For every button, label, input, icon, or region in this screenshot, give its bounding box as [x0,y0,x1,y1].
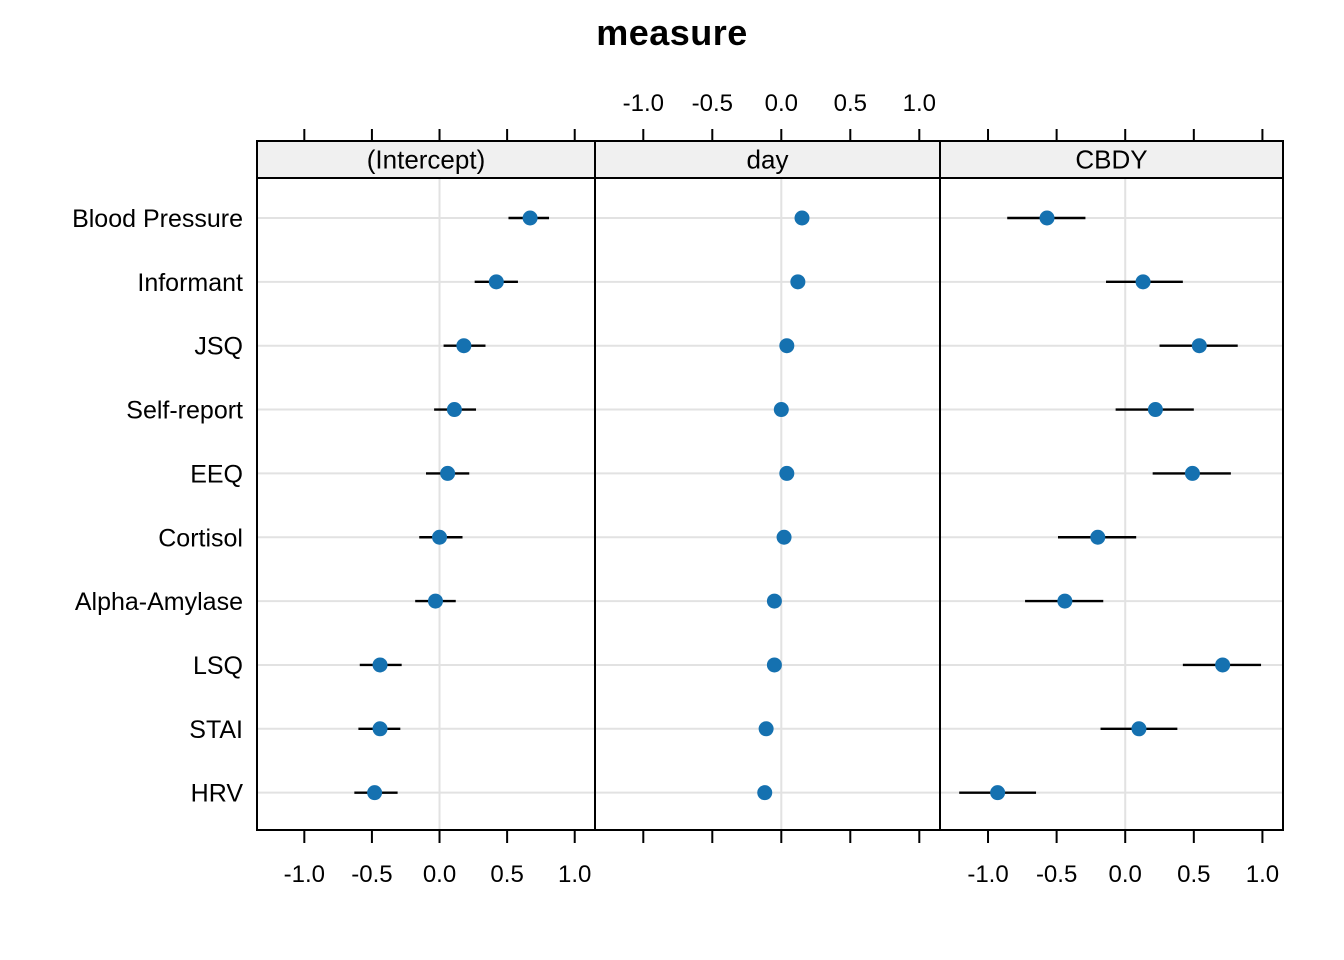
x-tick-label-bottom: -0.5 [351,861,392,888]
x-tick-label-bottom: 0.0 [1109,861,1142,888]
x-tick-label-bottom: 0.0 [423,861,456,888]
estimate-point-day [766,593,782,609]
y-axis-label-alpha-amylase: Alpha-Amylase [75,588,243,616]
estimate-point-(Intercept) [446,402,462,418]
strip-label-(Intercept): (Intercept) [367,145,486,175]
estimate-point-CBDY [990,785,1006,801]
panel-border-3 [939,177,1284,831]
panel-background-2 [595,178,940,830]
x-tick-label-bottom: -1.0 [284,861,325,888]
estimate-point-(Intercept) [522,210,538,226]
strip-label-day: day [747,145,789,175]
x-tick-label-top: -1.0 [623,90,664,117]
estimate-point-(Intercept) [488,274,504,290]
y-axis-label-blood-pressure: Blood Pressure [72,205,243,233]
estimate-point-CBDY [1215,657,1231,673]
estimate-point-day [758,721,774,737]
estimate-point-day [776,529,792,545]
estimate-point-(Intercept) [432,529,448,545]
estimate-point-CBDY [1090,529,1106,545]
strip-header-CBDY [939,140,1284,179]
chart-title: measure [596,12,748,53]
estimate-point-day [779,465,795,481]
estimate-point-(Intercept) [427,593,443,609]
x-tick-label-bottom: 0.5 [1177,861,1210,888]
estimate-point-(Intercept) [440,465,456,481]
y-axis-label-jsq: JSQ [194,333,243,361]
x-tick-label-top: -0.5 [692,90,733,117]
estimate-point-CBDY [1184,465,1200,481]
x-tick-label-bottom: 1.0 [558,861,591,888]
y-axis-label-cortisol: Cortisol [158,524,243,552]
estimate-point-CBDY [1057,593,1073,609]
y-axis-label-informant: Informant [137,269,243,297]
estimate-point-CBDY [1131,721,1147,737]
y-axis-label-hrv: HRV [191,780,244,808]
estimate-point-day [790,274,806,290]
estimate-point-(Intercept) [372,721,388,737]
estimate-point-CBDY [1191,338,1207,354]
x-tick-label-top: 1.0 [903,90,936,117]
x-tick-label-bottom: -1.0 [967,861,1008,888]
estimate-point-(Intercept) [372,657,388,673]
estimate-point-CBDY [1039,210,1055,226]
estimate-point-day [794,210,810,226]
estimate-point-CBDY [1135,274,1151,290]
estimate-point-day [766,657,782,673]
x-tick-label-top: 0.0 [765,90,798,117]
estimate-point-day [757,785,773,801]
panel-background-3 [940,178,1283,830]
y-axis-label-self-report: Self-report [126,397,243,425]
x-tick-label-bottom: 1.0 [1246,861,1279,888]
x-tick-label-top: 0.5 [834,90,867,117]
y-axis-label-eeq: EEQ [190,460,243,488]
estimate-point-(Intercept) [367,785,383,801]
y-axis-label-lsq: LSQ [193,652,243,680]
strip-header-day [594,140,941,179]
estimate-point-day [773,402,789,418]
estimate-point-CBDY [1147,402,1163,418]
estimate-point-day [779,338,795,354]
strip-label-CBDY: CBDY [1075,145,1147,175]
y-axis-label-stai: STAI [189,716,243,744]
panel-background-1 [257,178,595,830]
x-tick-label-bottom: 0.5 [490,861,523,888]
estimate-point-(Intercept) [456,338,472,354]
strip-header-(Intercept) [256,140,596,179]
x-tick-label-bottom: -0.5 [1036,861,1077,888]
